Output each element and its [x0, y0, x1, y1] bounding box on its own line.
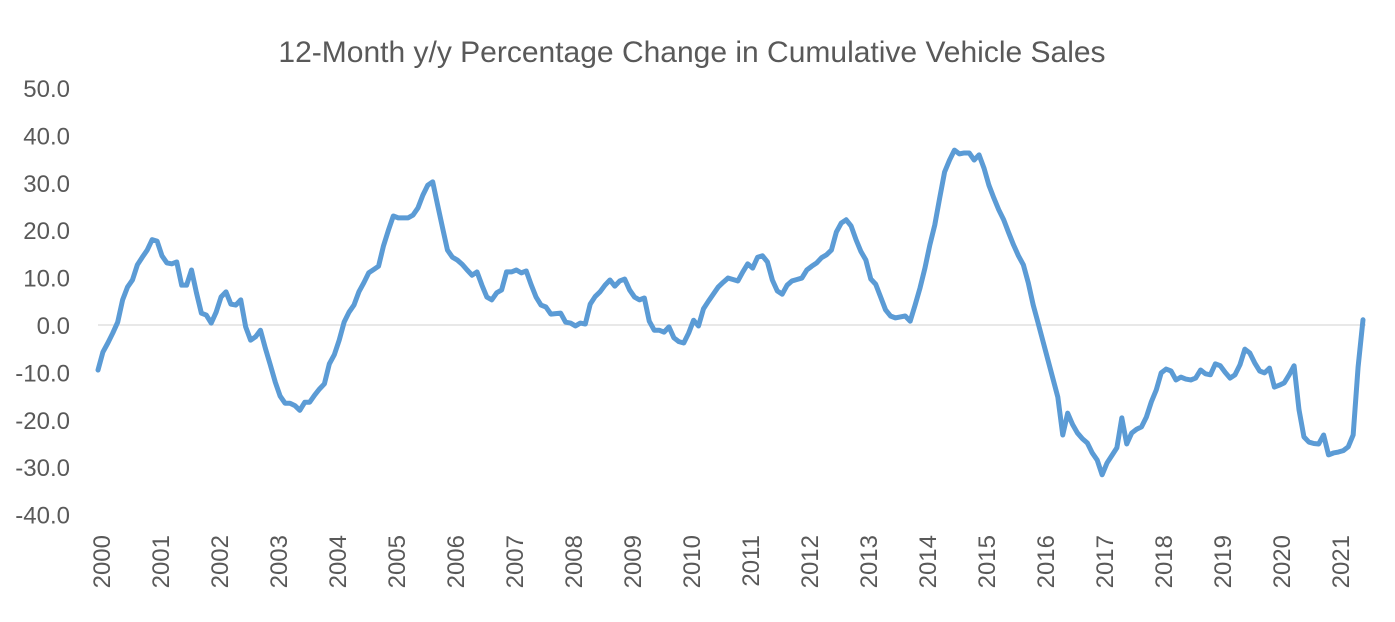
y-tick-label: 50.0 — [23, 76, 70, 103]
y-tick-label: 30.0 — [23, 171, 70, 198]
x-tick-label: 2018 — [1151, 535, 1178, 588]
x-tick-label: 2015 — [974, 535, 1001, 588]
y-axis: 50.0 40.0 30.0 20.0 10.0 0.0 -10.0 -20.0 -30.0 -4… — [15, 76, 70, 530]
x-tick-label: 2008 — [561, 535, 588, 588]
y-tick-label: 10.0 — [23, 266, 70, 293]
y-tick-label: 20.0 — [23, 218, 70, 245]
x-tick-label: 2007 — [502, 535, 529, 588]
y-tick-label: -30.0 — [15, 455, 70, 482]
x-tick-label: 2002 — [207, 535, 234, 588]
chart-title: 12-Month y/y Percentage Change in Cumula… — [278, 36, 1105, 69]
y-tick-label: -20.0 — [15, 408, 70, 435]
x-tick-label: 2011 — [738, 535, 765, 587]
x-tick-label: 2001 — [148, 535, 175, 588]
x-tick-label: 2019 — [1210, 535, 1237, 588]
x-tick-label: 2017 — [1092, 535, 1119, 588]
y-tick-label: -40.0 — [15, 503, 70, 530]
y-tick-label: 0.0 — [37, 313, 70, 340]
x-tick-label: 2005 — [384, 535, 411, 588]
x-tick-label: 2013 — [856, 535, 883, 588]
x-tick-label: 2010 — [679, 535, 706, 588]
x-tick-label: 2006 — [443, 535, 470, 588]
y-tick-label: 40.0 — [23, 123, 70, 150]
x-tick-label: 2016 — [1033, 535, 1060, 588]
series-line — [95, 147, 1366, 478]
x-tick-label: 2009 — [620, 535, 647, 588]
y-tick-label: -10.0 — [15, 360, 70, 387]
x-tick-label: 2003 — [266, 535, 293, 588]
x-tick-label: 2014 — [915, 535, 942, 588]
x-tick-label: 2004 — [325, 535, 352, 588]
x-tick-label: 2020 — [1269, 535, 1296, 588]
x-axis: 2000 2001 2002 2003 2004 2005 2006 2007 2008 2009… — [89, 535, 1355, 588]
x-tick-label: 2021 — [1328, 535, 1355, 588]
x-tick-label: 2012 — [797, 535, 824, 588]
x-tick-label: 2000 — [89, 535, 116, 588]
